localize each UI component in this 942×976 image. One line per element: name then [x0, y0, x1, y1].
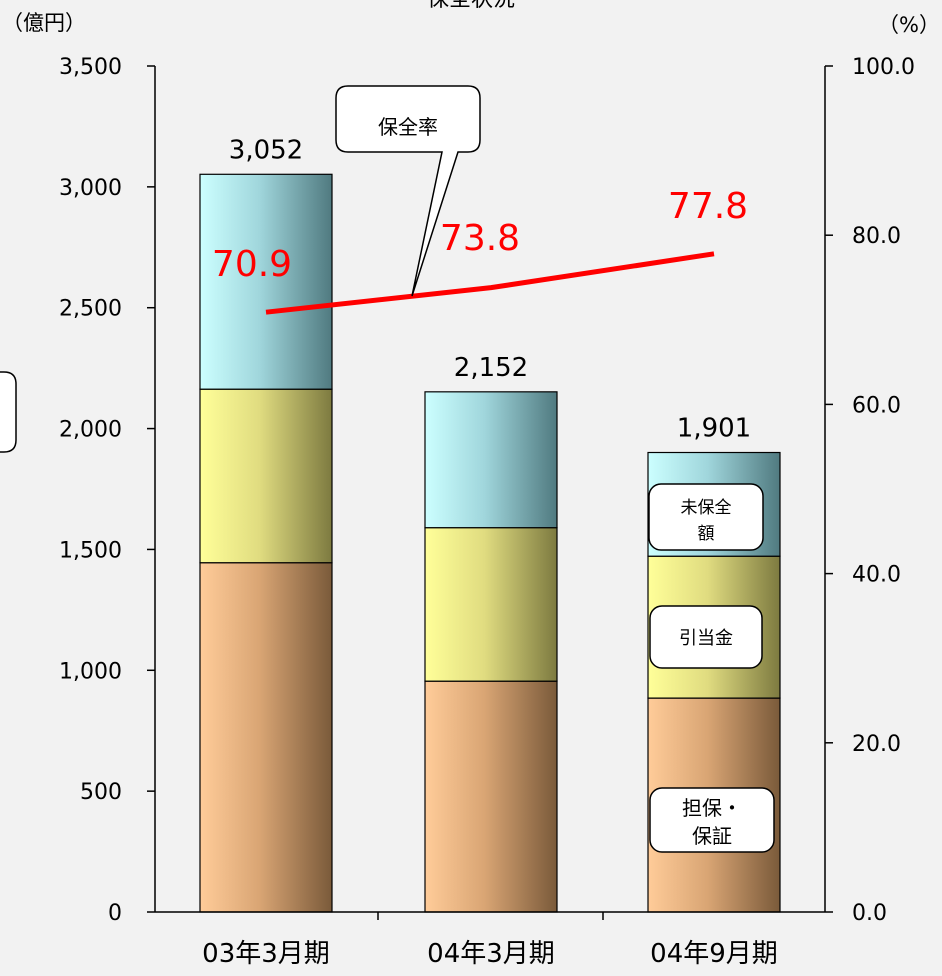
left-tick-label-0: 0 [108, 901, 122, 926]
rate-line [265, 251, 715, 315]
callout-label-unsecured-line2: 額 [698, 524, 715, 544]
left-tick-label-4: 2,000 [59, 418, 122, 443]
axes-layer: 03年3月期 04年3月期 04年9月期 0 500 1,000 1,500 2,000 2,5… [59, 55, 915, 969]
bar-unsecured-1 [424, 391, 558, 529]
right-tick-label-3: 60.0 [852, 393, 901, 418]
left-tick-label-2: 1,000 [59, 659, 122, 684]
x-tick-label-0: 03年3月期 [202, 939, 330, 969]
rate-line-layer: 70.9 73.8 77.8 [212, 186, 748, 315]
bar-reserve-1 [424, 527, 558, 682]
left-tick-label-3: 1,500 [59, 538, 122, 563]
rate-label-0: 70.9 [212, 244, 292, 285]
callout-label-collateral-line1: 担保・ [682, 796, 742, 820]
right-tick-label-4: 80.0 [852, 224, 901, 249]
x-tick-label-2: 04年9月期 [650, 939, 778, 969]
callout-label-collateral-line2: 保証 [692, 824, 732, 848]
rate-label-1: 73.8 [440, 218, 520, 259]
right-tick-label-5: 100.0 [852, 55, 915, 80]
chart-title: 保全状況 [427, 0, 515, 12]
left-axis-unit: （億円） [2, 11, 86, 35]
bar-collateral-1 [424, 680, 558, 913]
callout-label-unsecured-line1: 未保全 [681, 498, 732, 518]
bars-layer [199, 173, 781, 913]
total-label-2: 1,901 [677, 414, 751, 444]
left-tick-label-6: 3,000 [59, 176, 122, 201]
rate-label-2: 77.8 [668, 186, 748, 227]
bar-unsecured-0 [199, 173, 333, 390]
callout-box-rate [335, 85, 481, 297]
bar-reserve-0 [199, 388, 333, 564]
right-axis-unit: （%） [878, 13, 940, 37]
right-tick-label-0: 0.0 [852, 901, 887, 926]
right-tick-label-2: 40.0 [852, 563, 901, 588]
callout-box-reserve [649, 605, 763, 669]
callout-label-reserve: 引当金 [679, 628, 733, 649]
right-tick-label-1: 20.0 [852, 732, 901, 757]
left-tick-label-1: 500 [80, 780, 122, 805]
total-label-1: 2,152 [454, 353, 528, 383]
bar-collateral-0 [199, 562, 333, 913]
left-tick-label-5: 2,500 [59, 297, 122, 322]
callout-box-unsecured [648, 483, 764, 551]
x-tick-label-1: 04年3月期 [427, 939, 555, 969]
left-edge-frame [0, 371, 17, 453]
total-label-0: 3,052 [229, 135, 303, 165]
total-labels-layer: 3,052 2,152 1,901 [229, 135, 751, 443]
callout-label-rate: 保全率 [378, 115, 438, 139]
left-tick-label-7: 3,500 [59, 55, 122, 80]
callout-box-collateral [649, 787, 775, 853]
